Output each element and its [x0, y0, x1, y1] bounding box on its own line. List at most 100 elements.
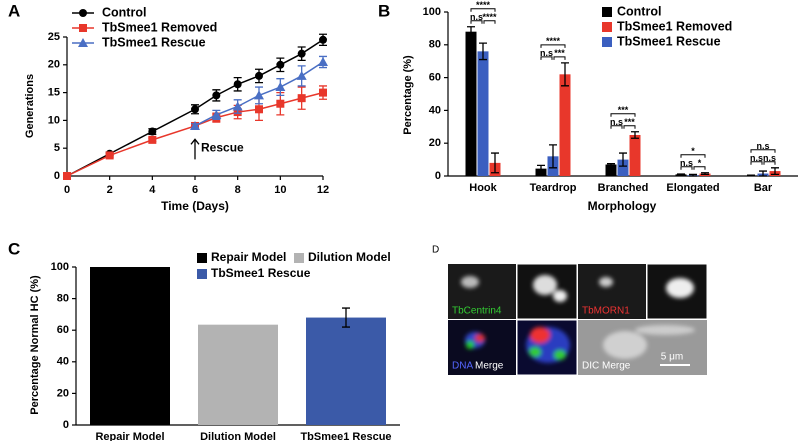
x-axis-label: Morphology: [588, 199, 657, 213]
marker: [79, 24, 87, 32]
marker: [211, 109, 222, 119]
significance-label: ***: [554, 48, 565, 58]
x-tick-label: Hook: [469, 182, 497, 194]
error-bar: [607, 163, 615, 166]
bar: [617, 159, 629, 176]
series-line: [66, 39, 324, 177]
channel-label: TbMORN1: [582, 306, 630, 317]
error-bar: [549, 144, 557, 169]
significance-bracket: [680, 154, 706, 158]
channel-label: DNA: [452, 361, 473, 372]
marker: [190, 120, 200, 130]
channel-label: Merge: [475, 361, 504, 372]
y-tick-label: 20: [57, 387, 69, 399]
scale-bar-label: 5 μm: [661, 352, 683, 363]
y-tick-label: 20: [48, 59, 60, 71]
marker: [297, 49, 306, 58]
marker: [105, 151, 114, 160]
marker: [255, 71, 263, 80]
image-tile: [448, 264, 516, 319]
significance-label: ***: [624, 117, 635, 127]
marker: [148, 127, 157, 136]
significance-label: *: [691, 146, 695, 156]
significance-bracket: [553, 56, 566, 60]
y-tick-label: 10: [48, 114, 60, 126]
y-tick-label: 25: [48, 31, 60, 43]
significance-bracket: [470, 20, 483, 24]
significance-bracket: [693, 166, 706, 170]
marker: [275, 82, 286, 92]
marker: [276, 60, 285, 69]
x-tick-label: 0: [64, 184, 70, 196]
y-tick-label: 0: [63, 419, 69, 431]
legend-swatch: [197, 269, 207, 279]
legend-label: TbSmee1 Removed: [102, 20, 217, 34]
legend-swatch: [197, 253, 207, 263]
significance-label: n.s: [763, 153, 776, 163]
legend-swatch: [602, 7, 612, 17]
image-content: [461, 275, 695, 363]
x-tick-label: Bar: [754, 182, 773, 194]
significance-bracket: [750, 149, 776, 153]
error-bar: [561, 62, 569, 87]
significance-bracket: [540, 44, 566, 48]
error-bar: [689, 173, 697, 177]
marker: [297, 94, 306, 103]
x-tick-label: 12: [317, 184, 329, 196]
x-tick-label: 6: [192, 184, 198, 196]
y-tick-label: 5: [54, 142, 60, 154]
marker: [148, 135, 157, 144]
legend-swatch: [602, 37, 612, 47]
error-bar: [677, 173, 685, 176]
x-tick-label: 8: [235, 184, 241, 196]
y-axis-label: Generations: [24, 74, 36, 138]
x-tick-label: TbSmee1 Rescue: [300, 431, 391, 441]
bar: [477, 51, 489, 176]
y-axis-label: Percentage (%): [402, 55, 414, 135]
channel-label: DIC Merge: [582, 361, 631, 372]
y-tick-label: 40: [429, 104, 441, 116]
x-tick-label: Teardrop: [530, 182, 577, 194]
y-tick-label: 20: [429, 137, 441, 149]
error-bar: [631, 131, 639, 139]
error-bar: [619, 152, 627, 167]
significance-label: n.s: [750, 153, 763, 163]
significance-label: *: [698, 158, 702, 168]
y-tick-label: 80: [57, 293, 69, 305]
bar: [629, 135, 641, 176]
error-bar: [759, 170, 767, 177]
legend-label: Repair Model: [211, 250, 286, 264]
annotation: Rescue: [201, 140, 244, 154]
marker: [318, 57, 328, 67]
marker: [296, 70, 307, 80]
legend-label: TbSmee1 Rescue: [211, 266, 311, 280]
marker: [63, 172, 71, 180]
legend-label: TbSmee1 Rescue: [102, 35, 206, 49]
legend-label: TbSmee1 Removed: [617, 19, 732, 33]
marker: [79, 9, 87, 17]
y-tick-label: 0: [435, 170, 441, 182]
error-bar: [701, 172, 709, 176]
significance-label: ****: [482, 12, 497, 22]
significance-bracket: [623, 125, 636, 129]
error-bar: [479, 42, 487, 61]
significance-bracket: [483, 20, 496, 24]
marker: [233, 80, 242, 89]
x-axis-label: Time (Days): [161, 199, 229, 213]
y-tick-label: 15: [48, 87, 60, 99]
marker: [232, 101, 243, 111]
x-tick-label: Branched: [598, 182, 649, 194]
y-tick-label: 100: [51, 261, 69, 273]
y-tick-label: 60: [429, 72, 441, 84]
image-tile: [578, 264, 646, 319]
significance-label: ****: [476, 0, 491, 10]
bar: [198, 324, 278, 425]
significance-bracket: [540, 56, 553, 60]
y-tick-label: 60: [57, 324, 69, 336]
x-tick-label: Dilution Model: [200, 431, 276, 441]
microscopy-panel: D TbCentrin4 TbMORN1 DNA Merge DIC Merge…: [432, 245, 708, 376]
significance-label: n.s: [470, 12, 483, 22]
bar: [90, 267, 170, 425]
significance-bracket: [763, 161, 776, 165]
y-axis-label: Percentage Normal HC (%): [29, 275, 41, 415]
